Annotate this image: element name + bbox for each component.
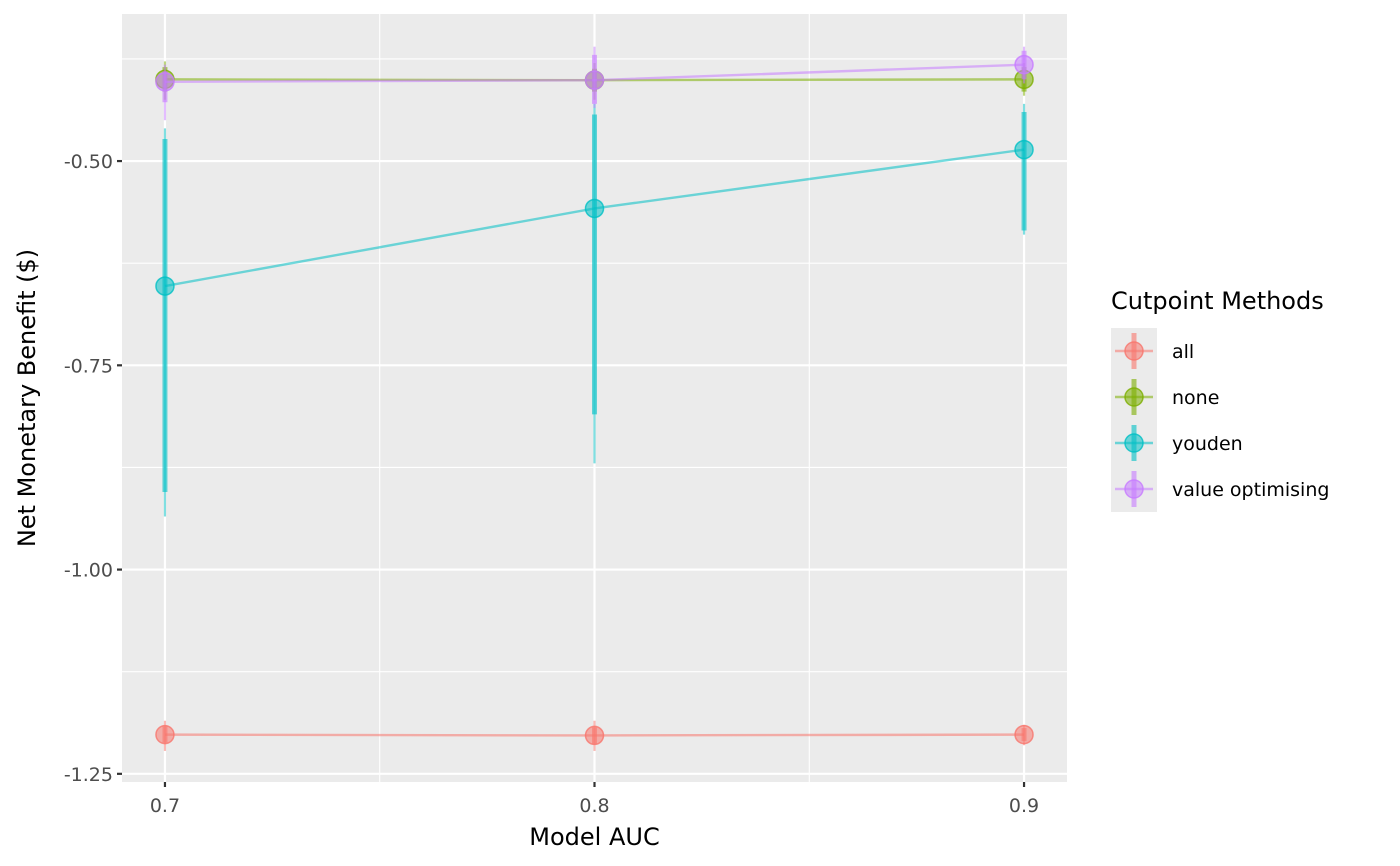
series-all xyxy=(155,720,1034,751)
legend-label: value optimising xyxy=(1172,479,1329,501)
x-axis-title: Model AUC xyxy=(529,823,659,851)
y-tick-label: -0.50 xyxy=(64,151,113,173)
x-axis: 0.7 0.8 0.9 xyxy=(150,782,1039,817)
data-series xyxy=(155,46,1034,751)
y-tick-label: -1.00 xyxy=(64,560,113,582)
data-point xyxy=(1014,724,1034,745)
data-point xyxy=(155,276,175,296)
y-tick-label: -0.75 xyxy=(64,355,113,377)
legend-key-point xyxy=(1124,433,1144,453)
legend-item-none: none xyxy=(1111,374,1219,420)
legend-items: all none youden value optimising xyxy=(1111,328,1329,512)
data-point xyxy=(584,198,605,219)
data-point xyxy=(1014,54,1034,75)
legend-key-point xyxy=(1124,341,1144,361)
legend: Cutpoint Methods all none youden value opti… xyxy=(1111,287,1329,512)
series-value-optimising xyxy=(155,46,1034,121)
x-tick-label: 0.7 xyxy=(150,795,180,817)
x-tick-label: 0.9 xyxy=(1009,795,1039,817)
y-tick-label: -1.25 xyxy=(64,764,113,786)
legend-key-point xyxy=(1124,479,1144,499)
data-point xyxy=(155,724,175,745)
legend-label: none xyxy=(1172,387,1219,409)
series-youden xyxy=(155,103,1034,517)
legend-item-youden: youden xyxy=(1111,420,1243,466)
data-point xyxy=(584,70,605,90)
legend-item-all: all xyxy=(1111,328,1194,374)
legend-key-point xyxy=(1124,387,1144,407)
legend-label: all xyxy=(1172,341,1194,363)
data-point xyxy=(155,72,175,92)
legend-item-value-optimising: value optimising xyxy=(1111,466,1329,512)
data-point xyxy=(1014,139,1034,160)
y-axis-title: Net Monetary Benefit ($) xyxy=(13,249,41,547)
legend-title: Cutpoint Methods xyxy=(1111,287,1324,315)
y-axis: -0.50 -0.75 -1.00 -1.25 xyxy=(64,151,122,786)
legend-label: youden xyxy=(1172,433,1243,455)
data-point xyxy=(584,725,605,746)
x-tick-label: 0.8 xyxy=(579,795,609,817)
